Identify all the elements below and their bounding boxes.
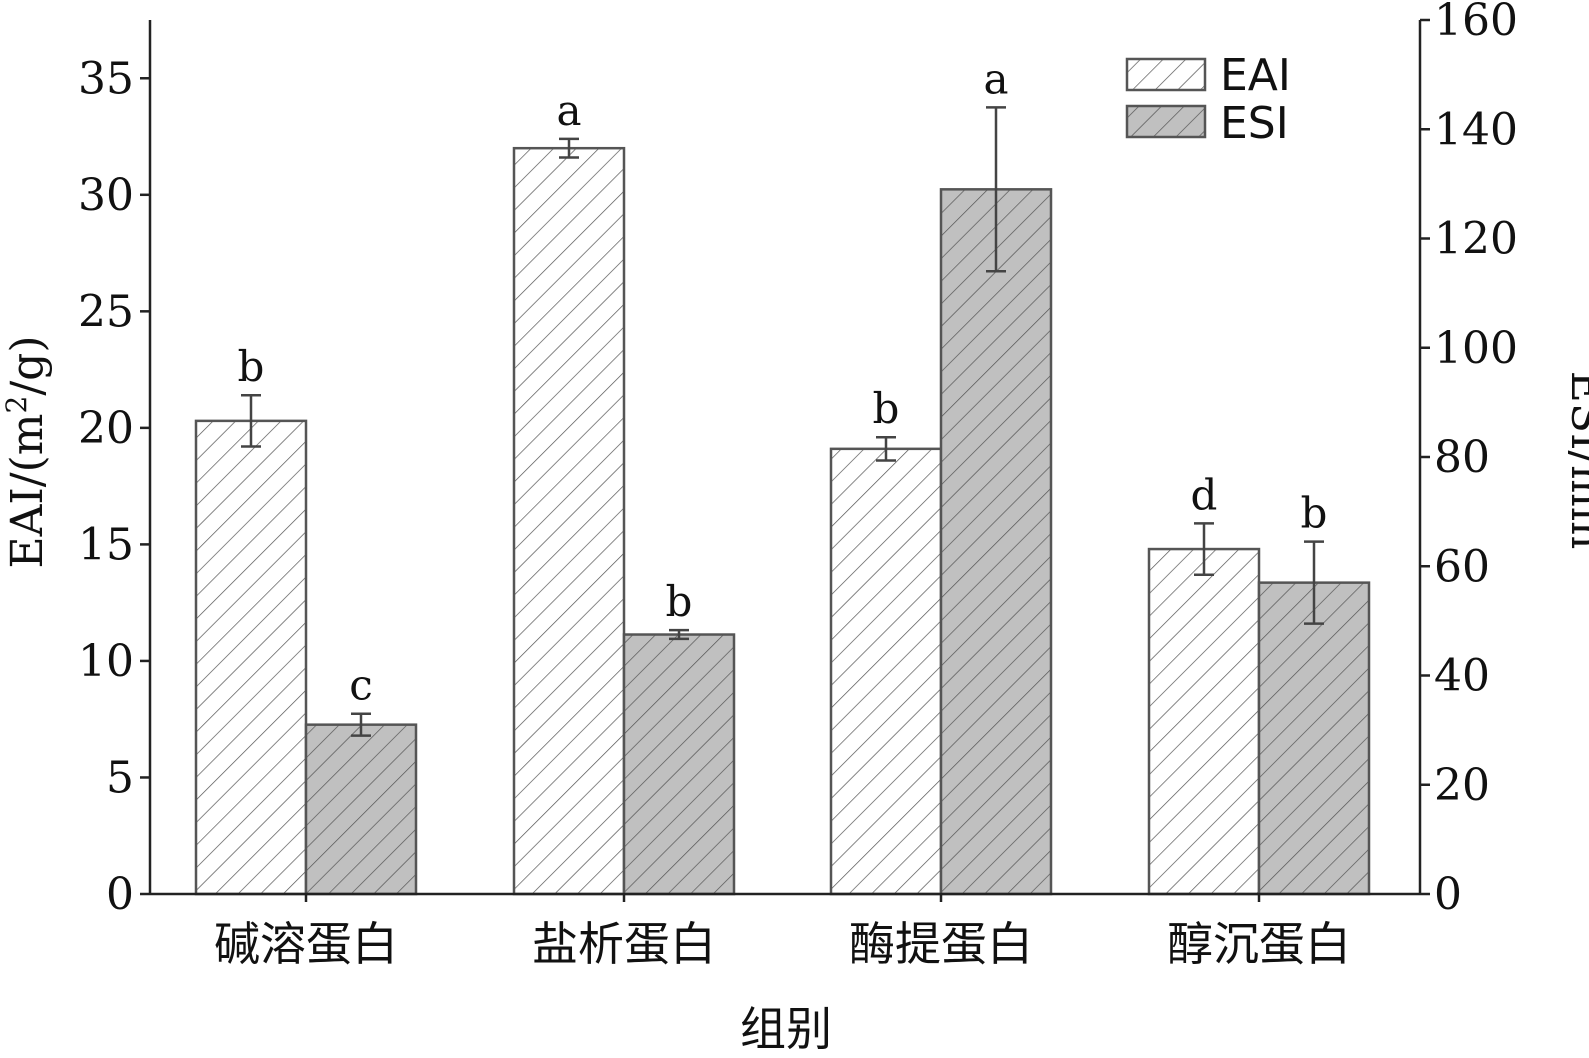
y-axis-title-left: EAI/(m2/g) [0, 336, 53, 569]
x-tick-label-2: 酶提蛋白 [849, 917, 1033, 971]
y-tick-label-left-20: 20 [78, 403, 134, 454]
error-bar-esi-3 [1304, 540, 1324, 625]
error-bar-eai-2 [876, 435, 896, 462]
y-tick-label-right-100: 100 [1434, 323, 1518, 374]
bar-eai-2 [829, 447, 943, 896]
legend-label-esi: ESI [1220, 98, 1289, 149]
bar-esi-1 [622, 633, 736, 896]
bar-eai-3 [1147, 547, 1261, 896]
error-bar-eai-1 [559, 137, 579, 159]
bar-esi-3 [1257, 581, 1371, 896]
y-tick-label-right-40: 40 [1434, 651, 1490, 702]
bar-eai-0 [194, 419, 308, 896]
error-bar-esi-1 [669, 628, 689, 641]
y-tick-label-right-20: 20 [1434, 760, 1490, 811]
plot-area: b a b d c b a b [194, 54, 1371, 896]
sig-label-eai-0: b [238, 342, 265, 391]
y-tick-label-left-25: 25 [78, 286, 134, 337]
y-tick-label-left-5: 5 [106, 752, 134, 803]
error-bar-eai-3 [1194, 522, 1214, 576]
y-tick-label-left-0: 0 [106, 869, 134, 920]
sig-label-eai-3: d [1191, 470, 1218, 519]
sig-label-eai-2: b [873, 384, 900, 433]
legend-swatch-eai [1125, 57, 1207, 92]
y-tick-label-right-160: 160 [1434, 0, 1518, 46]
x-tick-label-0: 碱溶蛋白 [214, 917, 398, 971]
y-tick-label-left-10: 10 [78, 636, 134, 687]
sig-label-esi-0: c [349, 661, 373, 710]
sig-label-eai-1: a [556, 86, 581, 135]
bar-esi-0 [304, 723, 418, 896]
y-tick-label-right-120: 120 [1434, 214, 1518, 265]
y-tick-label-left-30: 30 [78, 170, 134, 221]
y-tick-label-right-80: 80 [1434, 432, 1490, 483]
bar-eai-1 [512, 146, 626, 896]
legend-swatch-esi [1125, 104, 1207, 139]
x-axis-title: 组别 [740, 1002, 832, 1056]
y-tick-label-left-15: 15 [78, 519, 134, 570]
y-tick-label-right-60: 60 [1434, 541, 1490, 592]
sig-label-esi-1: b [666, 577, 693, 626]
y-axis-title-right: ESI/min [1561, 371, 1589, 550]
y-tick-label-right-0: 0 [1434, 869, 1462, 920]
error-bar-esi-2 [986, 106, 1006, 273]
error-bar-eai-0 [241, 393, 261, 448]
error-bar-esi-0 [351, 712, 371, 737]
sig-label-esi-3: b [1301, 489, 1328, 538]
bar-esi-2 [939, 188, 1053, 896]
legend: EAI ESI [1125, 50, 1291, 149]
x-tick-label-3: 醇沉蛋白 [1167, 917, 1351, 971]
legend-label-eai: EAI [1220, 50, 1291, 101]
y-tick-label-left-35: 35 [78, 53, 134, 104]
x-tick-label-1: 盐析蛋白 [532, 917, 716, 971]
sig-label-esi-2: a [983, 54, 1008, 103]
y-tick-label-right-140: 140 [1434, 104, 1518, 155]
axes: 0 5 10 15 20 25 30 35 0 20 40 60 80 100 120 140 160 碱溶蛋白 盐… [78, 0, 1518, 971]
